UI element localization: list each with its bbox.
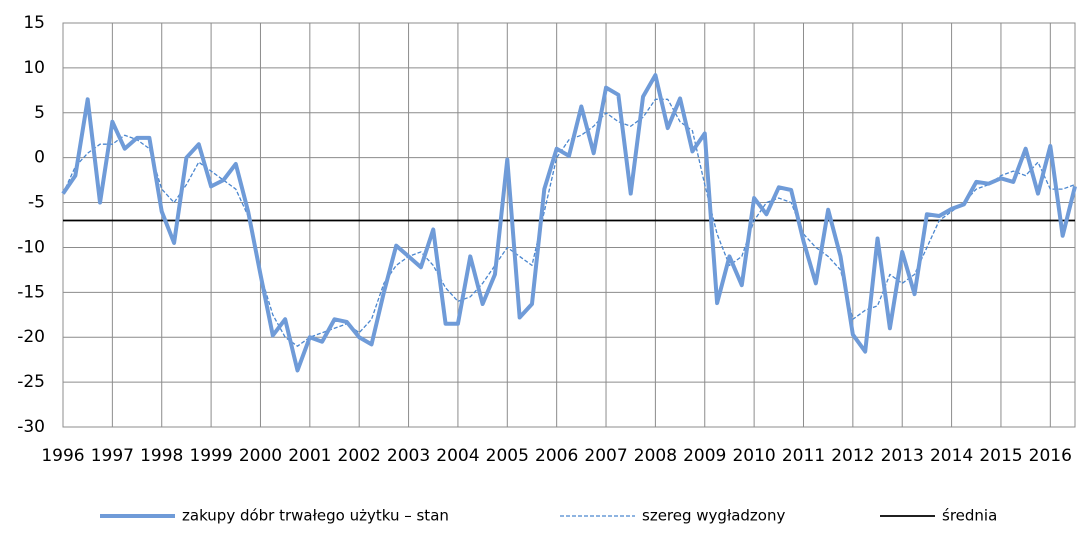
x-tick-label: 2002 bbox=[338, 446, 381, 466]
legend-label: średnia bbox=[942, 507, 997, 525]
x-tick-label: 2004 bbox=[436, 446, 479, 466]
y-tick-label: -10 bbox=[17, 237, 45, 257]
y-tick-label: -30 bbox=[17, 417, 45, 437]
x-tick-label: 2016 bbox=[1029, 446, 1072, 466]
x-tick-label: 2012 bbox=[831, 446, 874, 466]
y-tick-label: 5 bbox=[34, 103, 45, 123]
x-tick-label: 2003 bbox=[387, 446, 430, 466]
x-tick-label: 2010 bbox=[732, 446, 775, 466]
y-tick-label: 10 bbox=[23, 58, 45, 78]
plot-border bbox=[62, 22, 1076, 428]
x-tick-label: 2014 bbox=[930, 446, 973, 466]
x-tick-label: 2000 bbox=[239, 446, 282, 466]
x-tick-label: 2006 bbox=[535, 446, 578, 466]
x-tick-label: 2009 bbox=[683, 446, 726, 466]
x-tick-label: 1998 bbox=[140, 446, 183, 466]
x-tick-label: 2005 bbox=[486, 446, 529, 466]
x-tick-label: 2015 bbox=[979, 446, 1022, 466]
x-tick-label: 2011 bbox=[782, 446, 825, 466]
x-tick-label: 1999 bbox=[189, 446, 232, 466]
series-line bbox=[61, 73, 1077, 373]
x-tick-label: 2008 bbox=[634, 446, 677, 466]
y-tick-label: 15 bbox=[23, 13, 45, 33]
x-tick-label: 2007 bbox=[584, 446, 627, 466]
x-tick-label: 2001 bbox=[288, 446, 331, 466]
y-tick-label: -5 bbox=[28, 193, 45, 213]
legend-label: zakupy dóbr trwałego użytku – stan bbox=[182, 507, 449, 525]
x-tick-label: 1997 bbox=[91, 446, 134, 466]
y-tick-label: -25 bbox=[17, 372, 45, 392]
y-tick-label: 0 bbox=[34, 148, 45, 168]
x-tick-label: 2013 bbox=[881, 446, 924, 466]
y-tick-label: -20 bbox=[17, 327, 45, 347]
y-tick-label: -15 bbox=[17, 282, 45, 302]
x-tick-label: 1996 bbox=[41, 446, 84, 466]
series-line bbox=[62, 98, 1076, 347]
legend-label: szereg wygładzony bbox=[642, 507, 785, 525]
